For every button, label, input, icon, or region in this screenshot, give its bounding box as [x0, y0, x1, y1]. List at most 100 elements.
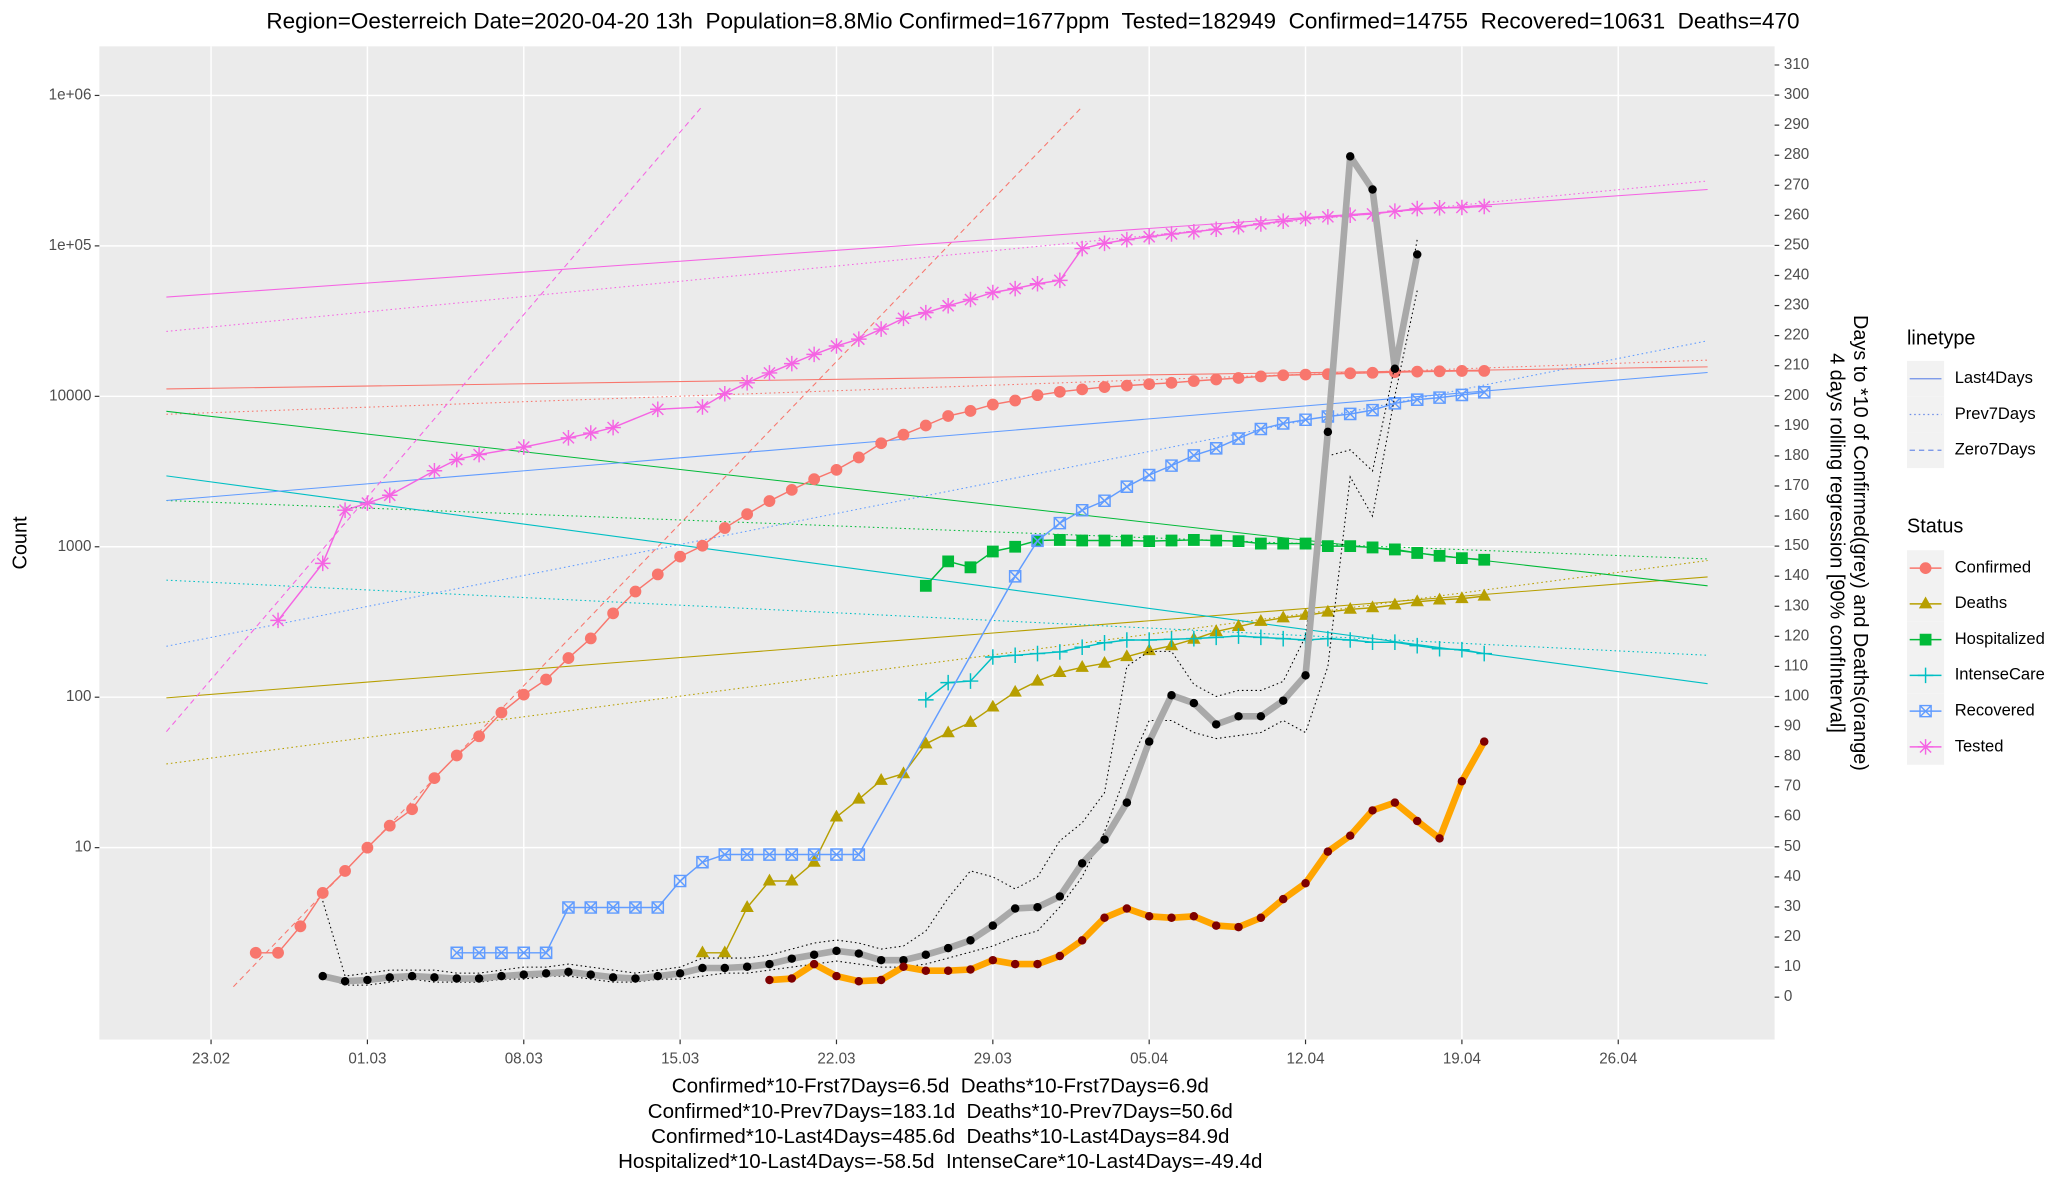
point: [1345, 831, 1355, 840]
point: [1433, 365, 1446, 378]
point: [673, 874, 687, 888]
y2-tick-label: 280: [1784, 146, 1809, 163]
point: [740, 900, 754, 913]
point: [919, 419, 932, 432]
point: [1278, 894, 1288, 904]
x-axis-title: Confirmed*10-Last4Days=485.6d Deaths*10-…: [651, 1125, 1229, 1148]
point: [963, 715, 978, 727]
point: [1075, 659, 1089, 672]
legend-label: Recovered: [1955, 701, 2035, 720]
point: [1455, 591, 1469, 604]
point: [784, 355, 800, 372]
point: [762, 873, 777, 886]
point: [1189, 912, 1199, 921]
point: [1276, 417, 1290, 430]
point: [629, 901, 642, 914]
point: [1412, 816, 1422, 826]
point: [1142, 468, 1156, 482]
point: [962, 291, 979, 308]
point: [407, 971, 417, 981]
point: [1456, 365, 1468, 377]
point: [1029, 275, 1046, 292]
point: [1275, 630, 1291, 647]
regression-line: [166, 359, 1708, 415]
legend-label: Zero7Days: [1955, 440, 2036, 459]
point: [381, 487, 398, 504]
point: [471, 446, 487, 463]
regression-line: [166, 340, 1708, 647]
point: [450, 749, 463, 762]
point: [1254, 422, 1268, 436]
point: [653, 971, 663, 981]
point: [1232, 432, 1245, 445]
point: [1478, 365, 1491, 377]
point: [607, 607, 620, 620]
y-tick-label: 1e+05: [49, 237, 92, 254]
point: [1342, 207, 1358, 223]
point: [675, 969, 685, 978]
point: [717, 385, 733, 402]
y2-tick-label: 10: [1784, 958, 1801, 975]
point: [674, 550, 687, 563]
point: [966, 936, 975, 945]
point: [742, 962, 752, 972]
point: [1030, 673, 1045, 686]
point: [940, 674, 956, 691]
point: [1052, 272, 1068, 289]
point: [272, 946, 284, 959]
point: [698, 963, 707, 973]
point: [1033, 903, 1042, 912]
point: [562, 901, 575, 914]
point: [765, 975, 774, 985]
y2-tick-label: 290: [1784, 116, 1809, 133]
point: [921, 950, 931, 960]
point: [1009, 394, 1022, 407]
point: [695, 945, 710, 958]
point: [806, 346, 822, 363]
point: [876, 955, 886, 965]
point: [1431, 640, 1448, 657]
point: [1301, 878, 1310, 888]
point: [1033, 959, 1042, 969]
point: [1411, 365, 1424, 378]
point: [1456, 552, 1468, 565]
point: [1321, 540, 1334, 553]
point: [314, 555, 331, 572]
chart-title: Region=Oesterreich Date=2020-04-20 13h P…: [266, 8, 1799, 33]
y2-tick-label: 40: [1784, 868, 1801, 885]
point: [359, 495, 376, 511]
point: [1388, 397, 1402, 410]
point: [875, 437, 888, 450]
point: [1366, 366, 1379, 379]
point: [1163, 226, 1180, 242]
point: [339, 865, 351, 877]
point: [1187, 449, 1201, 462]
point: [763, 848, 776, 861]
point: [1008, 570, 1022, 583]
point: [1323, 847, 1333, 856]
point: [1120, 480, 1134, 494]
point: [337, 502, 353, 518]
point: [765, 959, 774, 969]
point: [249, 946, 262, 959]
point: [629, 585, 642, 598]
point: [918, 692, 934, 708]
y2-tick-label: 130: [1784, 597, 1809, 614]
y2-tick-label: 110: [1784, 657, 1808, 674]
point: [1412, 250, 1422, 259]
point: [1299, 368, 1312, 381]
point: [517, 946, 531, 960]
point: [1074, 639, 1090, 655]
legend-marker: [1917, 739, 1934, 755]
x-tick-label: 05.04: [1130, 1050, 1169, 1067]
point: [472, 946, 486, 960]
y-tick-label: 1000: [58, 538, 92, 555]
point: [1256, 913, 1266, 923]
y2-tick-label: 210: [1784, 357, 1809, 374]
regression-line: [166, 576, 1708, 699]
y-tick-label: 10: [74, 839, 91, 856]
point: [1096, 235, 1113, 252]
point: [1076, 383, 1089, 396]
point: [1433, 391, 1446, 404]
x-tick-label: 19.04: [1443, 1050, 1482, 1067]
